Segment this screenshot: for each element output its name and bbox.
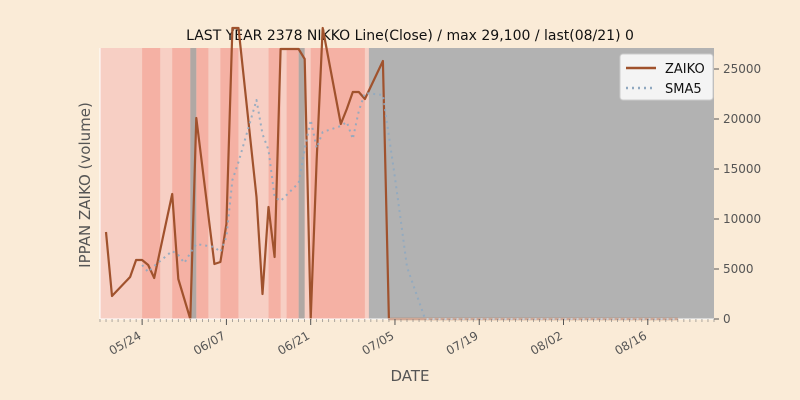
- shade-band-6: [310, 48, 365, 319]
- shade-band-0: [142, 48, 161, 319]
- y-tick-label-1: 5000: [723, 262, 754, 276]
- y-tick-label-0: 0: [723, 312, 731, 326]
- x-tick-label-4: 07/19: [444, 328, 481, 357]
- x-tick-label-6: 08/16: [612, 328, 649, 357]
- legend-sma5-label: SMA5: [665, 82, 702, 97]
- legend: ZAIKO SMA5: [619, 53, 714, 101]
- y-tick-label-3: 15000: [723, 162, 761, 176]
- legend-box: [619, 53, 714, 101]
- x-axis-label: DATE: [390, 367, 429, 385]
- shade-band-2: [196, 48, 209, 319]
- shade-band-5: [286, 48, 299, 319]
- x-tick-label-2: 06/21: [275, 328, 312, 357]
- gap-band-1: [298, 48, 305, 319]
- x-tick-label-1: 06/07: [191, 328, 228, 357]
- y-tick-label-5: 25000: [723, 62, 761, 76]
- x-tick-label-5: 08/02: [528, 328, 565, 357]
- y-axis-label: IPPAN ZAIKO (volume): [76, 102, 94, 268]
- chart-title: LAST YEAR 2378 NIKKO Line(Close) / max 2…: [186, 28, 634, 44]
- x-tick-label-0: 05/24: [107, 328, 144, 357]
- y-tick-label-2: 10000: [723, 212, 761, 226]
- legend-zaiko-label: ZAIKO: [665, 62, 705, 77]
- y-tick-label-4: 20000: [723, 112, 761, 126]
- shade-band-1: [172, 48, 191, 319]
- x-tick-label-3: 07/05: [360, 328, 397, 357]
- shade-band-3: [220, 48, 239, 319]
